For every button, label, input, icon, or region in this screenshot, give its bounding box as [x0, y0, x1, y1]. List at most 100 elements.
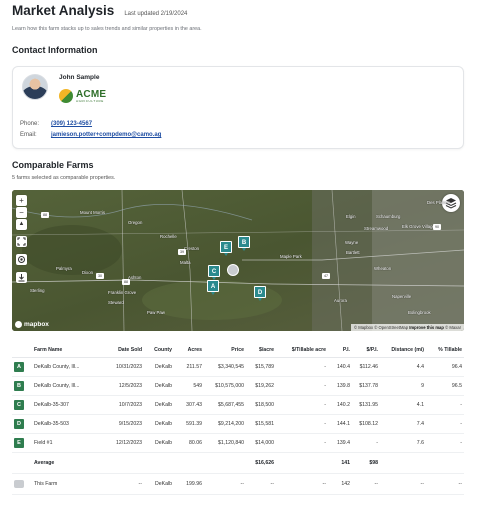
- zoom-out-button[interactable]: −: [16, 207, 27, 218]
- mapbox-logo-icon: [15, 321, 22, 328]
- per-acre-cell: $18,500: [246, 395, 276, 415]
- acres-cell: 80.06: [174, 433, 204, 453]
- column-header[interactable]: Price: [204, 343, 246, 358]
- place-label: Steward: [108, 300, 124, 305]
- acres-cell: 549: [174, 376, 204, 396]
- fullscreen-button[interactable]: [16, 236, 27, 247]
- phone-link[interactable]: (309) 123-4567: [51, 121, 93, 127]
- farm-letter-badge: A: [14, 361, 24, 372]
- this-farm-label: This Farm: [32, 473, 102, 495]
- distance-cell: 7.6: [380, 433, 426, 453]
- table-row[interactable]: D DeKalb-35-503 9/15/2023 DeKalb 591.39 …: [12, 414, 464, 434]
- column-header[interactable]: $/acre: [246, 343, 276, 358]
- place-label: Sterling: [30, 288, 45, 293]
- per-tillable-cell: -: [276, 414, 328, 434]
- farm-letter-badge: C: [14, 399, 24, 410]
- page-title: Market Analysis: [12, 3, 115, 18]
- attribution-mapbox[interactable]: © Mapbox: [353, 325, 374, 330]
- county-cell: DeKalb: [144, 395, 174, 415]
- date-sold-cell: 10/31/2023: [102, 357, 144, 377]
- pi-cell: 139.4: [328, 433, 352, 453]
- company-logo-icon: [59, 89, 73, 103]
- county-cell: DeKalb: [144, 414, 174, 434]
- place-label: Wayne: [345, 240, 359, 245]
- download-icon: [18, 274, 25, 282]
- column-header[interactable]: County: [144, 343, 174, 358]
- layers-icon: [445, 198, 457, 209]
- per-pi-cell: $108.12: [352, 414, 380, 434]
- comparables-map[interactable]: + − ▲ Mount Morris Oregon Rochelle Crest…: [12, 190, 464, 331]
- column-header[interactable]: Date Sold: [102, 343, 144, 358]
- place-label: Elk Grove Village: [402, 224, 435, 229]
- download-button[interactable]: [16, 272, 27, 283]
- satellite-imagery: [12, 190, 464, 331]
- mapbox-logo[interactable]: mapbox: [15, 321, 49, 328]
- map-marker-c[interactable]: C: [208, 265, 220, 280]
- farm-name-link[interactable]: DeKalb County, Ill...: [32, 376, 102, 396]
- company-logo: ACME AGRICULTURE: [59, 89, 106, 103]
- place-label: Dixon: [82, 270, 93, 275]
- table-row[interactable]: C DeKalb-35-307 10/7/2023 DeKalb 307.43 …: [12, 395, 464, 415]
- map-marker-d[interactable]: D: [254, 286, 266, 301]
- highway-shield: 90: [433, 224, 441, 230]
- zoom-in-button[interactable]: +: [16, 195, 27, 206]
- county-cell: DeKalb: [144, 376, 174, 396]
- column-header[interactable]: Acres: [174, 343, 204, 358]
- column-header[interactable]: $/Tillable acre: [276, 343, 328, 358]
- locate-button[interactable]: [16, 254, 27, 265]
- comparables-subtitle: 5 farms selected as comparable propertie…: [12, 175, 116, 181]
- company-logo-sub: AGRICULTURE: [76, 98, 104, 103]
- column-header[interactable]: % Tillable: [426, 343, 464, 358]
- place-label: Malta: [180, 260, 191, 265]
- place-label: Bolingbrook: [408, 310, 431, 315]
- farm-letter-badge: B: [14, 380, 24, 391]
- column-header[interactable]: P.I.: [328, 343, 352, 358]
- tillable-cell: 96.4: [426, 357, 464, 377]
- place-label: Streamwood: [364, 226, 389, 231]
- table-row[interactable]: B DeKalb County, Ill... 12/5/2023 DeKalb…: [12, 376, 464, 396]
- attribution-osm[interactable]: © OpenStreetMap: [374, 325, 409, 330]
- highway-shield: 30: [96, 273, 104, 279]
- map-marker-a[interactable]: A: [207, 280, 219, 295]
- per-acre-cell: $15,789: [246, 357, 276, 377]
- farm-name-link[interactable]: DeKalb-35-503: [32, 414, 102, 434]
- column-header[interactable]: $/P.I.: [352, 343, 380, 358]
- average-per-pi: $98: [352, 452, 380, 474]
- attribution-maxar[interactable]: © Maxar: [445, 325, 461, 330]
- email-link[interactable]: jamieson.potter+compdemo@camo.ag: [51, 132, 162, 138]
- highway-shield: 88: [122, 279, 130, 285]
- pi-cell: 140.4: [328, 357, 352, 377]
- per-pi-cell: $137.78: [352, 376, 380, 396]
- place-label: Franklin Grove: [108, 290, 137, 295]
- map-marker-e[interactable]: E: [220, 241, 232, 256]
- this-farm-marker[interactable]: [227, 264, 239, 276]
- layers-button[interactable]: [442, 194, 460, 212]
- tillable-cell: 96.5: [426, 376, 464, 396]
- column-header[interactable]: Distance (mi): [380, 343, 426, 358]
- farm-letter-badge: E: [14, 437, 24, 448]
- place-label: Naperville: [392, 294, 412, 299]
- avatar: [22, 74, 48, 100]
- farm-name-link[interactable]: Field #1: [32, 433, 102, 453]
- acres-cell: 307.43: [174, 395, 204, 415]
- compass-button[interactable]: ▲: [16, 219, 27, 230]
- highway-shield: 39: [178, 249, 186, 255]
- farm-name-link[interactable]: DeKalb-35-307: [32, 395, 102, 415]
- farm-letter-badge: D: [14, 418, 24, 429]
- table-row[interactable]: E Field #1 12/12/2023 DeKalb 80.06 $1,12…: [12, 433, 464, 453]
- table-row[interactable]: A DeKalb County, Ill... 10/31/2023 DeKal…: [12, 357, 464, 377]
- map-marker-b[interactable]: B: [238, 236, 250, 251]
- contact-name: John Sample: [59, 74, 100, 81]
- improve-map-link[interactable]: Improve this map: [409, 325, 444, 330]
- date-sold-cell: 12/12/2023: [102, 433, 144, 453]
- date-sold-cell: 9/15/2023: [102, 414, 144, 434]
- distance-cell: 4.1: [380, 395, 426, 415]
- date-sold-cell: 10/7/2023: [102, 395, 144, 415]
- place-label: Wheaton: [374, 266, 392, 271]
- tillable-cell: -: [426, 433, 464, 453]
- farm-name-link[interactable]: DeKalb County, Ill...: [32, 357, 102, 377]
- intro-text: Learn how this farm stacks up to sales t…: [12, 26, 202, 32]
- column-header[interactable]: Farm Name: [32, 343, 102, 358]
- distance-cell: 4.4: [380, 357, 426, 377]
- contact-card: John Sample ACME AGRICULTURE Phone: (309…: [12, 66, 464, 149]
